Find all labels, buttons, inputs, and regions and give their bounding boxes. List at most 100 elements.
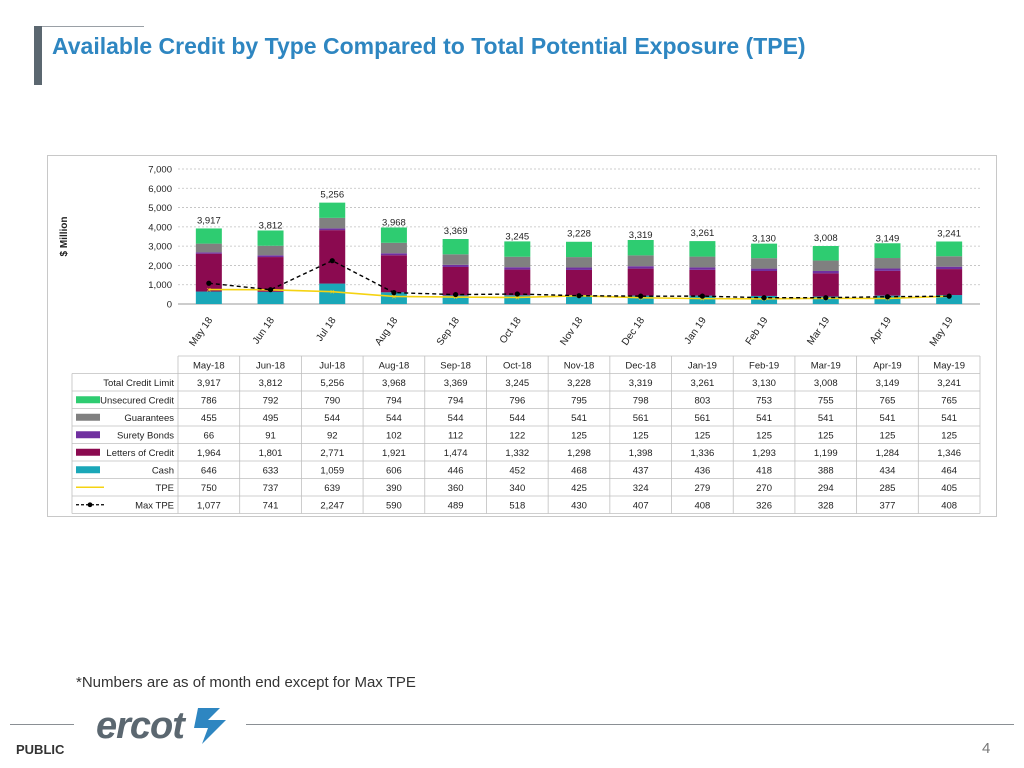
max-tpe-point bbox=[576, 293, 582, 299]
table-cell: 125 bbox=[880, 430, 896, 441]
table-cell: 561 bbox=[633, 413, 649, 424]
bar-letters bbox=[566, 269, 592, 295]
table-cell: 3,149 bbox=[876, 378, 900, 389]
table-header-cell: May-18 bbox=[193, 361, 225, 372]
table-cell: 1,346 bbox=[937, 448, 961, 459]
bar-cash bbox=[504, 295, 531, 304]
bar-guarantees bbox=[627, 255, 654, 267]
max-tpe-point bbox=[638, 293, 644, 299]
bar-cash bbox=[627, 295, 654, 304]
bar-surety bbox=[195, 252, 222, 254]
y-tick-label: 0 bbox=[167, 300, 172, 311]
legend-swatch-cash bbox=[76, 466, 100, 474]
bar-letters bbox=[319, 230, 346, 284]
total-data-label: 5,256 bbox=[320, 190, 344, 201]
table-cell: 270 bbox=[756, 483, 772, 494]
bar-guarantees bbox=[380, 242, 407, 254]
table-cell: 464 bbox=[941, 465, 957, 476]
bar-guarantees bbox=[319, 217, 346, 229]
table-cell: 3,130 bbox=[752, 378, 776, 389]
bar-cash bbox=[689, 295, 716, 304]
table-cell: 125 bbox=[818, 430, 834, 441]
table-row-label: Guarantees bbox=[124, 413, 174, 424]
total-data-label: 3,241 bbox=[937, 228, 961, 239]
table-header-cell: Jun-18 bbox=[256, 361, 285, 372]
total-data-label: 3,149 bbox=[876, 233, 900, 244]
table-cell: 755 bbox=[818, 395, 834, 406]
total-data-label: 3,008 bbox=[814, 233, 838, 244]
bar-guarantees bbox=[195, 243, 222, 253]
table-cell: 3,812 bbox=[259, 378, 283, 389]
x-tick-label: Oct 18 bbox=[498, 315, 524, 346]
table-cell: 803 bbox=[694, 395, 710, 406]
table-cell: 3,228 bbox=[567, 378, 591, 389]
table-row-label: Unsecured Credit bbox=[100, 395, 174, 406]
table-cell: 279 bbox=[694, 483, 710, 494]
table-cell: 1,398 bbox=[629, 448, 653, 459]
table-header-cell: Aug-18 bbox=[379, 361, 410, 372]
total-data-label: 3,130 bbox=[752, 234, 776, 245]
bar-unsecured bbox=[874, 243, 901, 259]
table-row-label: Letters of Credit bbox=[106, 448, 174, 459]
table-row-label: Surety Bonds bbox=[117, 430, 174, 441]
bar-guarantees bbox=[566, 257, 592, 268]
table-cell: 405 bbox=[941, 483, 957, 494]
bar-surety bbox=[319, 228, 346, 231]
footer-rule-left bbox=[10, 724, 74, 725]
footnote: *Numbers are as of month end except for … bbox=[76, 674, 416, 691]
table-cell: 1,474 bbox=[444, 448, 468, 459]
table-cell: 455 bbox=[201, 413, 217, 424]
bar-unsecured bbox=[627, 239, 654, 256]
tpe-point: × bbox=[207, 286, 212, 295]
x-tick-label: May 19 bbox=[928, 315, 956, 349]
table-cell: 1,336 bbox=[690, 448, 714, 459]
table-cell: 786 bbox=[201, 395, 217, 406]
table-cell: 544 bbox=[448, 413, 464, 424]
table-cell: 765 bbox=[880, 395, 896, 406]
table-cell: 794 bbox=[448, 395, 464, 406]
y-tick-label: 3,000 bbox=[148, 242, 172, 253]
table-cell: 122 bbox=[509, 430, 525, 441]
table-cell: 792 bbox=[263, 395, 279, 406]
credit-chart: 0 1,000 2,000 3,000 4,000 5,000 6,000 7,000 $ Mi… bbox=[59, 165, 981, 514]
bar-unsecured bbox=[812, 245, 839, 261]
footer-public-label: PUBLIC bbox=[16, 742, 65, 757]
legend-swatch-unsecured bbox=[76, 396, 100, 404]
bar-letters bbox=[627, 268, 654, 296]
table-cell: 1,077 bbox=[197, 500, 221, 511]
table-header-cell: May-19 bbox=[933, 361, 965, 372]
page-title: Available Credit by Type Compared to Tot… bbox=[52, 33, 806, 59]
x-tick-label: Mar 19 bbox=[805, 315, 832, 347]
table-cell: 798 bbox=[633, 395, 649, 406]
table-cell: 436 bbox=[694, 465, 710, 476]
table-cell: 390 bbox=[386, 483, 402, 494]
table-cell: 430 bbox=[571, 500, 587, 511]
table-cell: 737 bbox=[263, 483, 279, 494]
x-tick-label: Aug 18 bbox=[373, 315, 400, 348]
table-cell: 360 bbox=[448, 483, 464, 494]
table-cell: 294 bbox=[818, 483, 834, 494]
table-cell: 489 bbox=[448, 500, 464, 511]
bar-letters bbox=[812, 273, 839, 297]
table-cell: 125 bbox=[694, 430, 710, 441]
bar-unsecured bbox=[689, 241, 716, 257]
bar-unsecured bbox=[566, 241, 592, 258]
table-row-label: Cash bbox=[152, 465, 174, 476]
ercot-logo: ercot bbox=[96, 705, 226, 747]
table-cell: 544 bbox=[509, 413, 525, 424]
bar-unsecured bbox=[936, 241, 963, 257]
footer-rule-right bbox=[246, 724, 1014, 725]
table-cell: 495 bbox=[263, 413, 279, 424]
bar-surety bbox=[936, 266, 963, 270]
table-cell: 92 bbox=[327, 430, 338, 441]
table-cell: 561 bbox=[694, 413, 710, 424]
table-cell: 795 bbox=[571, 395, 587, 406]
x-tick-label: Jul 18 bbox=[314, 315, 339, 344]
x-tick-label: Sep 18 bbox=[435, 315, 462, 348]
table-header-cell: Feb-19 bbox=[749, 361, 779, 372]
max-tpe-point bbox=[267, 287, 274, 293]
bar-guarantees bbox=[504, 256, 531, 268]
table-cell: 541 bbox=[756, 413, 772, 424]
max-tpe-point bbox=[329, 258, 335, 264]
table-header-cell: Apr-19 bbox=[873, 361, 902, 372]
